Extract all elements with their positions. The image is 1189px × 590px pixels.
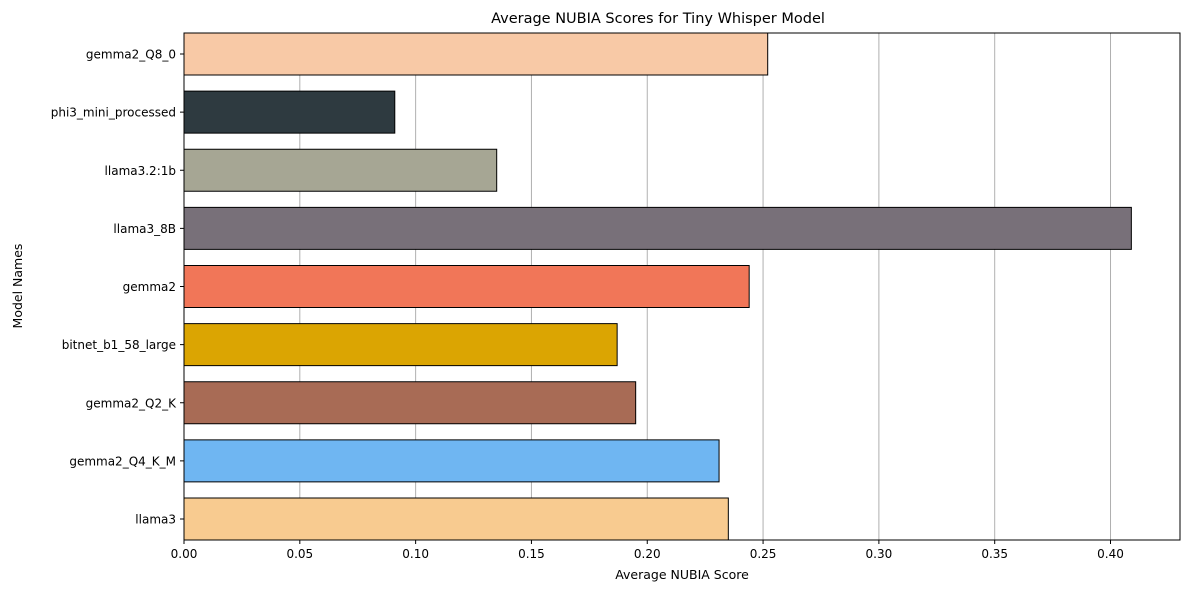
x-tick-label: 0.35 <box>981 547 1008 561</box>
x-tick-label: 0.25 <box>750 547 777 561</box>
bar <box>183 497 729 541</box>
y-axis-label: Model Names <box>10 244 25 329</box>
y-tick-label: llama3_8B <box>113 222 176 236</box>
x-tick-label: 0.15 <box>518 547 545 561</box>
bar <box>183 206 1132 250</box>
y-tick-label: bitnet_b1_58_large <box>62 338 176 352</box>
y-tick-label: gemma2_Q8_0 <box>86 48 176 62</box>
bar <box>183 90 396 134</box>
x-tick-label: 0.30 <box>866 547 893 561</box>
bars <box>183 32 1132 541</box>
bar <box>183 381 637 425</box>
bar <box>183 265 750 308</box>
bar <box>183 148 498 192</box>
chart-title: Average NUBIA Scores for Tiny Whisper Mo… <box>491 11 825 27</box>
y-tick-label: phi3_mini_processed <box>51 106 176 120</box>
x-tick-label: 0.10 <box>402 547 429 561</box>
x-tick-label: 0.20 <box>634 547 661 561</box>
y-tick-label: gemma2_Q2_K <box>86 396 177 410</box>
x-tick-label: 0.00 <box>171 547 198 561</box>
y-tick-label: gemma2_Q4_K_M <box>69 454 176 468</box>
x-axis-ticks: 0.00 0.05 0.10 0.15 0.20 0.25 0.30 0.35 0.40 <box>171 540 1124 561</box>
y-tick-label: llama3.2:1b <box>105 164 176 178</box>
y-axis-ticks: gemma2_Q8_0 phi3_mini_processed llama3.2:1… <box>51 48 184 527</box>
x-tick-label: 0.40 <box>1097 547 1124 561</box>
x-axis-label: Average NUBIA Score <box>615 567 749 582</box>
y-tick-label: llama3 <box>135 513 176 527</box>
y-tick-label: gemma2 <box>123 280 176 294</box>
bar <box>183 32 769 76</box>
bar <box>183 439 720 483</box>
x-tick-label: 0.05 <box>286 547 313 561</box>
bar <box>183 323 618 367</box>
